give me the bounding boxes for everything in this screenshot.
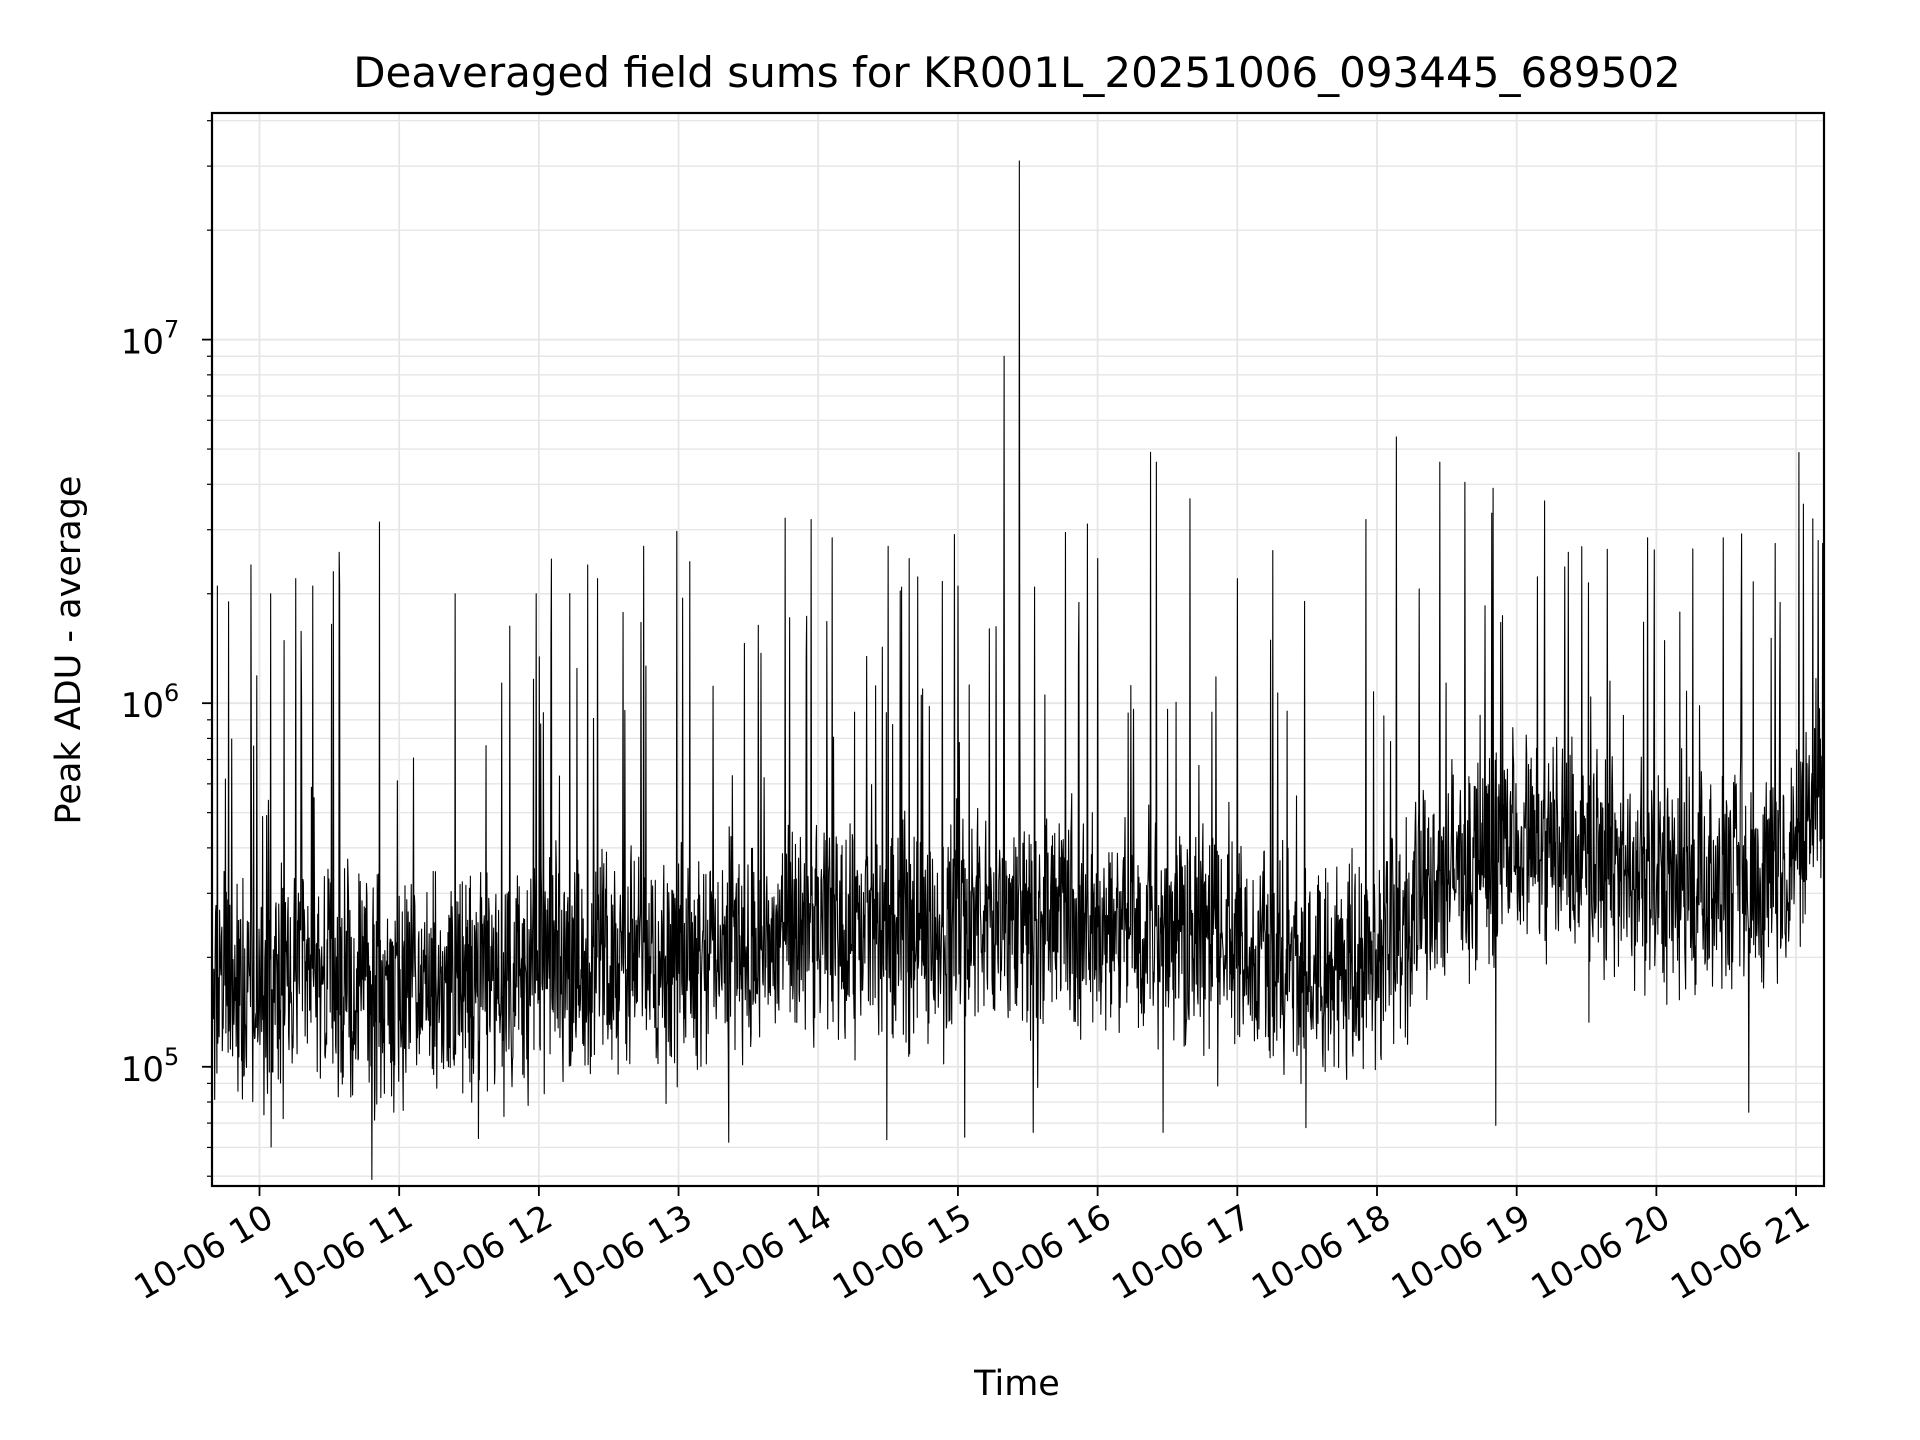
y-tick-label: 107 [121, 316, 180, 363]
chart-title: Deaveraged field sums for KR001L_2025100… [353, 48, 1681, 97]
x-axis-label: Time [973, 1364, 1060, 1404]
data-layer [211, 160, 1825, 1181]
axis-ticks [202, 120, 1797, 1196]
series-line [211, 160, 1825, 1181]
plot-area-frame [210, 111, 1826, 1188]
y-tick-label: 105 [121, 1043, 180, 1090]
y-axis-label: Peak ADU - average [49, 476, 89, 825]
y-tick-label: 106 [121, 679, 180, 726]
y-tick-labels: 105 106 107 [121, 316, 180, 1090]
